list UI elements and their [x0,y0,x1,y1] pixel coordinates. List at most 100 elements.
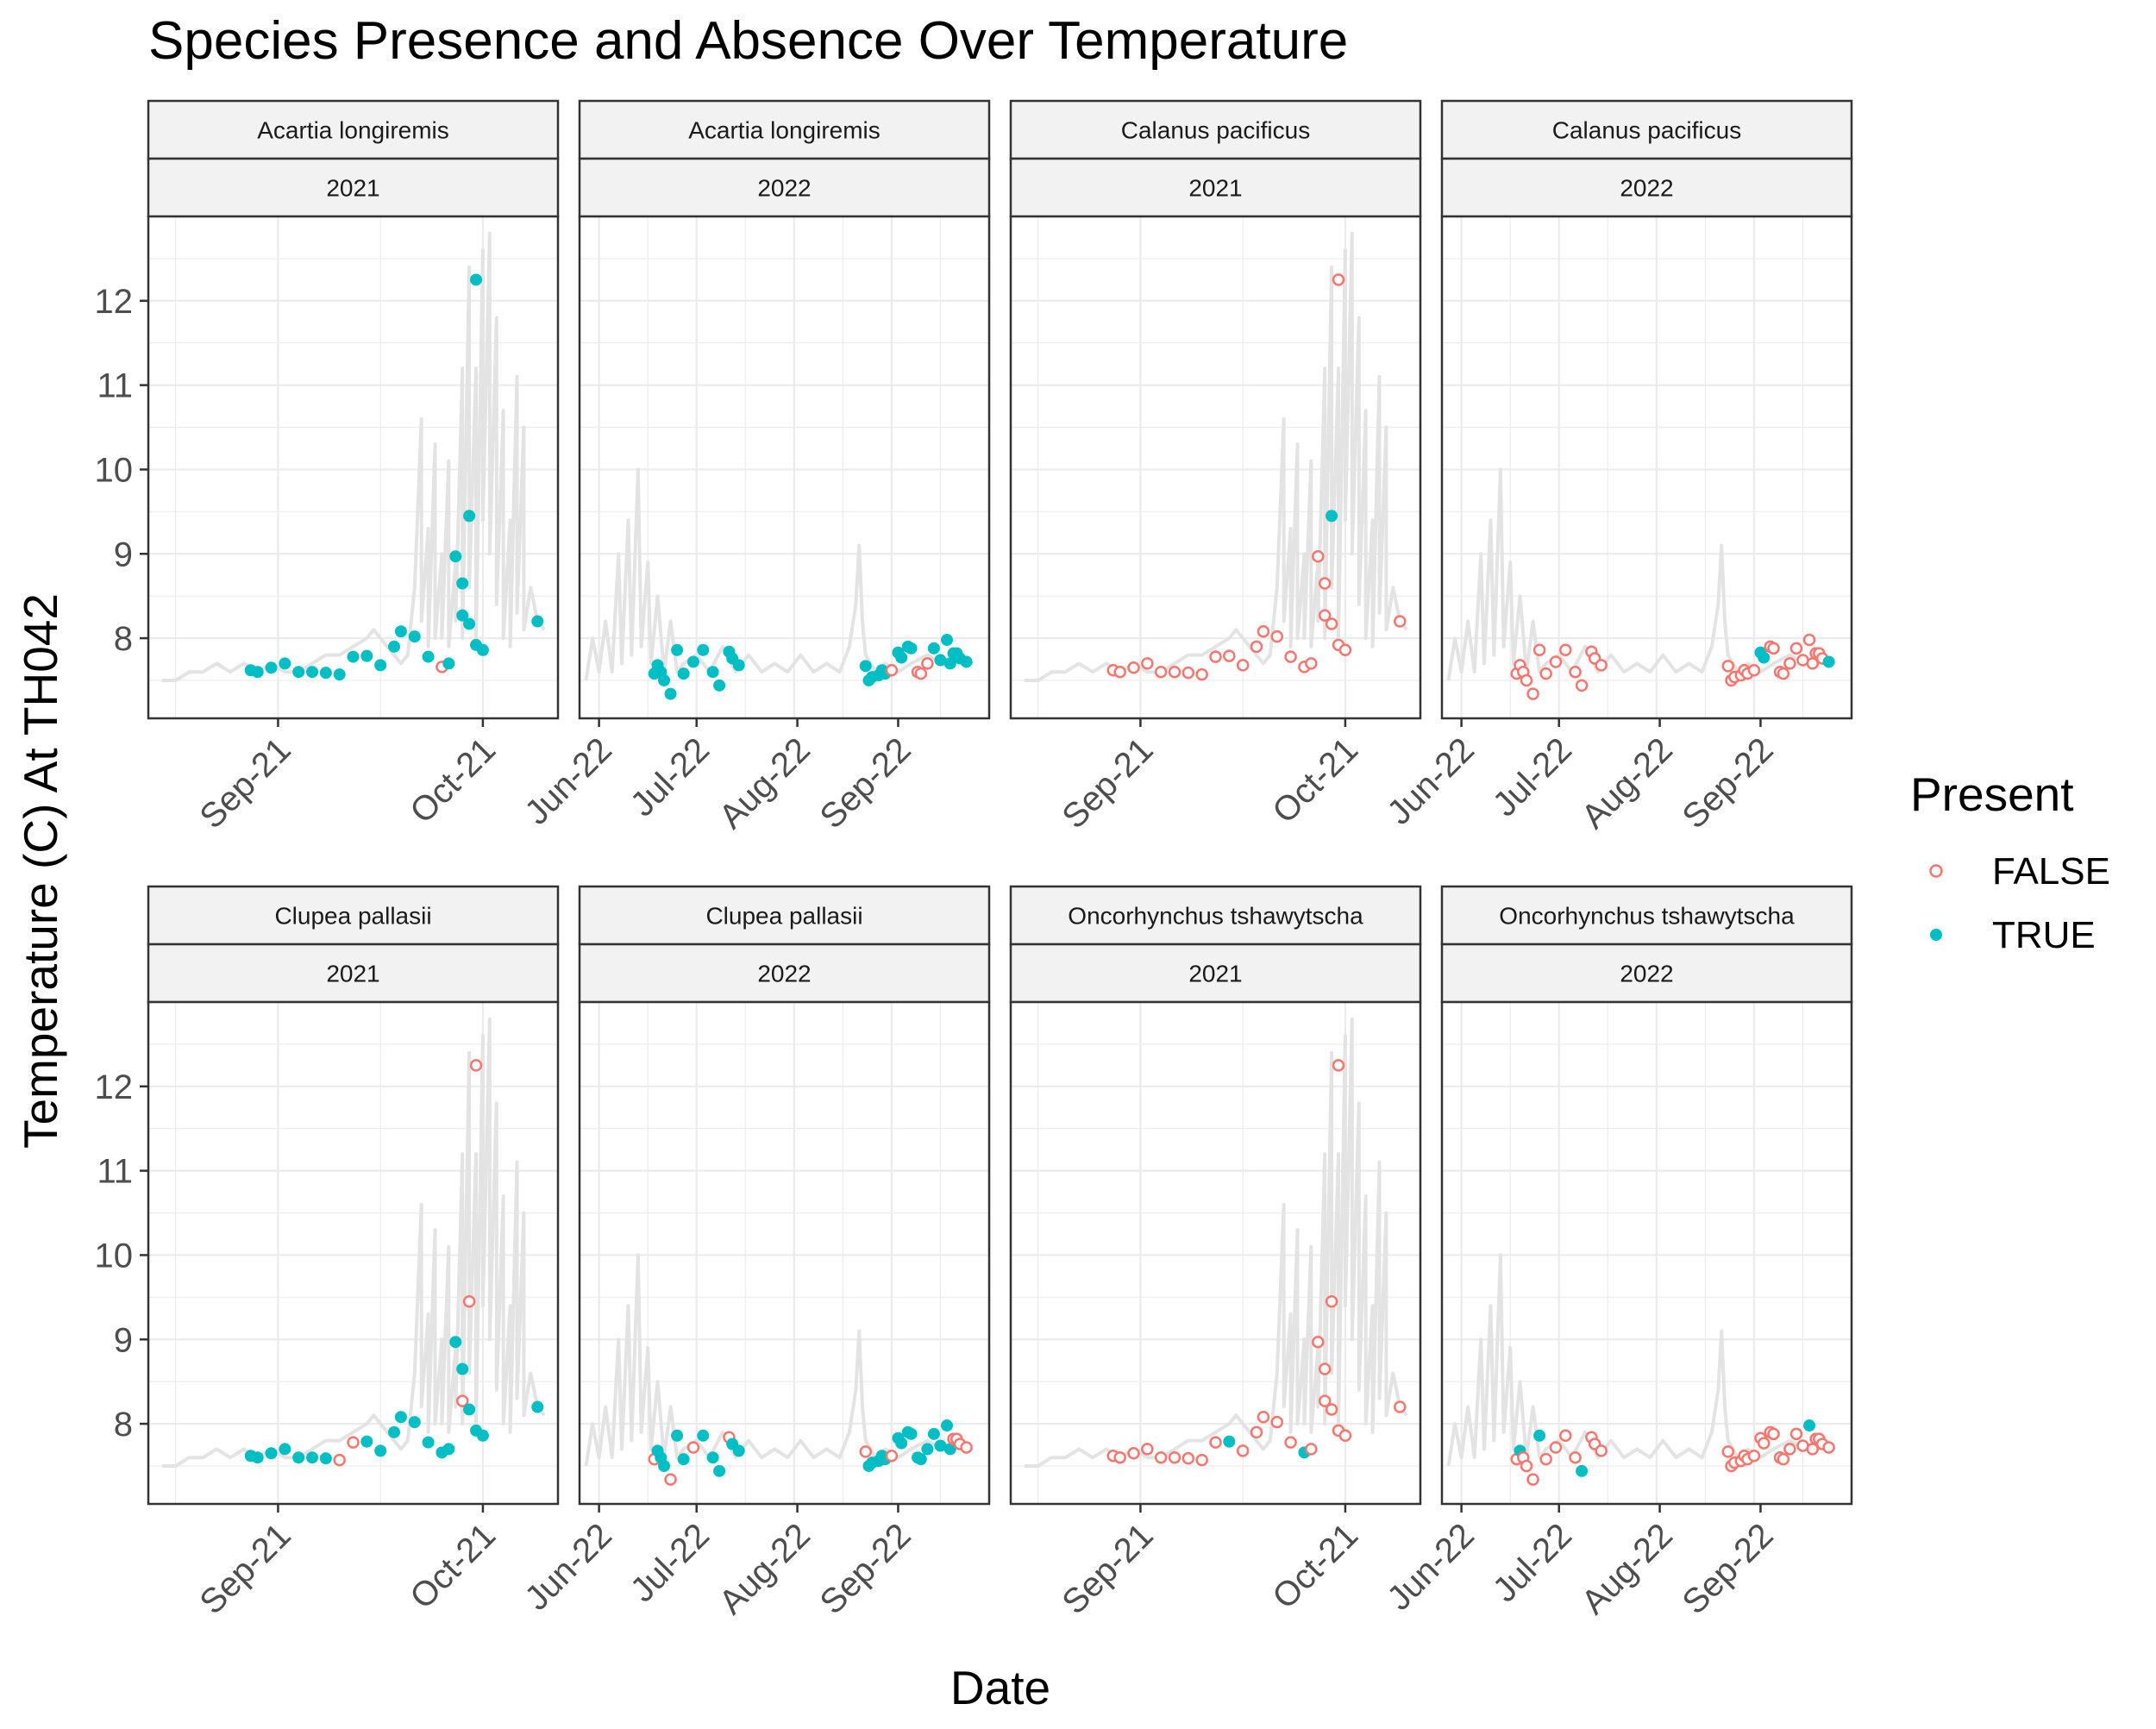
legend-title: Present [1910,767,2074,821]
legend-item-true: TRUE [1930,914,2096,956]
data-point-absent [1559,1429,1572,1443]
temperature-series-line [161,231,546,682]
y-tick-label: 12 [95,283,134,321]
data-point-present [713,1464,726,1477]
facet-label-species: Oncorhynchus tshawytscha [1068,903,1363,930]
legend-key-open [1929,864,1943,878]
panel-border [147,215,560,720]
data-point-present [677,667,690,680]
data-point-absent [1284,650,1297,663]
y-tick-label: 10 [95,1237,134,1275]
data-point-absent [1141,1443,1154,1456]
facet-strip-year [147,157,560,218]
data-point-present [306,666,318,679]
data-point-absent [1113,665,1126,679]
data-point-absent [1250,1425,1263,1439]
data-point-present [1802,1419,1815,1432]
data-point-present [859,660,872,673]
data-point-present [360,649,373,662]
data-point-absent [1520,1459,1533,1473]
facet-strip-species [1440,99,1853,160]
panel-border [147,1000,560,1506]
data-point-present [319,667,332,680]
data-point-present [677,1453,690,1466]
data-point-absent [1325,1403,1338,1416]
y-tick-label: 8 [114,1406,133,1444]
data-point-absent [1338,1429,1352,1443]
facet-strip-species [147,99,560,160]
legend-label: TRUE [1992,914,2096,956]
data-point-absent [1539,667,1552,680]
facet-strip-year [147,943,560,1004]
data-point-present [664,687,677,700]
data-point-absent [1757,1437,1771,1450]
data-point-present [732,1444,745,1457]
panel-border [578,215,991,720]
data-point-present [531,1400,544,1413]
data-point-absent [1305,657,1318,670]
data-point-absent [1747,663,1761,677]
data-point-present [1822,655,1835,668]
temperature-series-line [1024,1017,1408,1468]
data-point-absent [664,1473,677,1486]
legend-label: FALSE [1992,850,2110,893]
y-tick-label: 12 [95,1068,134,1106]
data-point-absent [1721,660,1734,673]
data-point-absent [1595,1444,1608,1457]
data-point-absent [1312,549,1325,563]
data-point-present [671,1429,684,1442]
data-point-absent [1783,1443,1796,1456]
data-point-present [251,666,264,679]
facet-label-species: Calanus pacificus [1121,117,1310,144]
data-point-absent [1332,1059,1345,1072]
data-point-present [697,1429,710,1442]
data-point-present [442,657,455,670]
data-point-present [960,655,973,668]
data-point-absent [455,1394,469,1407]
data-point-absent [1767,642,1780,655]
data-point-absent [1209,650,1222,663]
data-point-absent [1318,609,1332,622]
data-point-absent [1154,1450,1168,1464]
data-point-absent [1777,667,1790,680]
data-point-absent [921,657,934,670]
data-point-present [463,510,476,523]
data-point-absent [914,667,928,680]
data-point-present [706,666,719,679]
data-point-absent [1195,667,1208,681]
data-point-absent [1569,1450,1582,1464]
data-point-absent [1721,1445,1734,1458]
data-point-absent [1168,665,1181,679]
data-point-absent [1789,642,1803,655]
facet-label-year: 2021 [1188,961,1242,987]
y-tick-label: 10 [95,451,134,489]
facet-label-species: Clupea pallasii [274,903,431,930]
data-point-absent [1526,687,1539,700]
data-point-absent [1802,633,1816,647]
data-point-present [347,650,360,663]
data-point-present [1533,1429,1546,1442]
data-point-present [408,1416,421,1429]
data-point-present [531,615,544,628]
data-point-present [456,577,469,590]
data-point-absent [885,663,899,677]
data-point-present [671,643,684,656]
legend-item-false: FALSE [1929,850,2110,893]
data-point-present [360,1435,373,1448]
data-point-absent [1767,1427,1780,1441]
facet-label-year: 2022 [757,175,811,202]
facet-label-year: 2022 [757,961,811,987]
data-point-absent [1141,657,1154,670]
data-point-absent [1806,1443,1820,1456]
temperature-series-line [1024,231,1408,682]
facet-label-year: 2021 [326,175,379,202]
data-point-absent [1394,615,1407,628]
facet-strip-species [147,885,560,946]
data-point-absent [1318,577,1332,590]
data-point-present [306,1451,318,1464]
y-tick-label: 11 [97,1153,133,1191]
